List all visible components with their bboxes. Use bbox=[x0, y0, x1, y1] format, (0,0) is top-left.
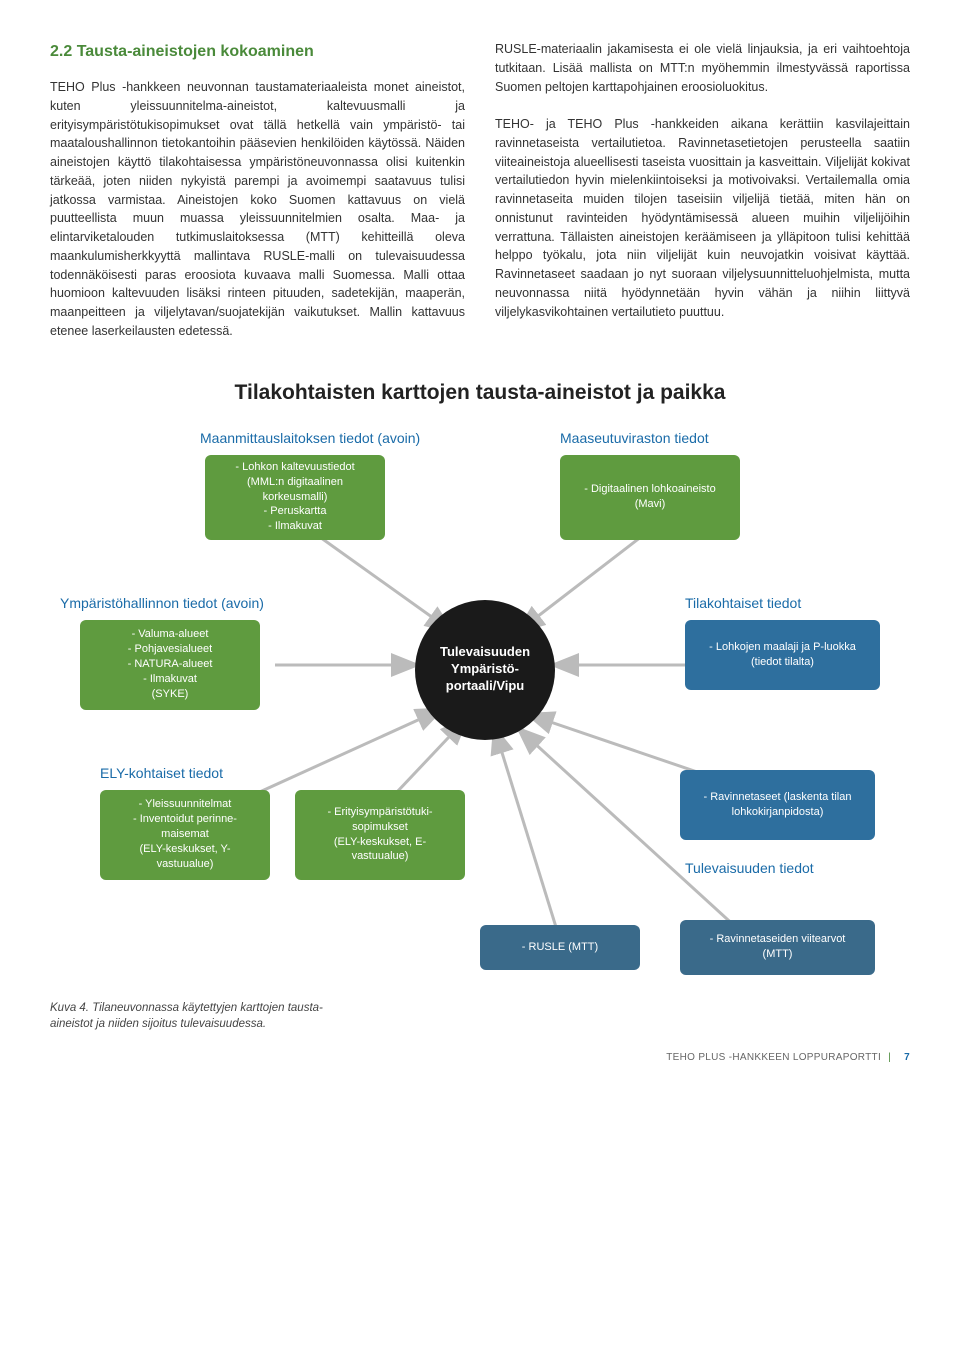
bottom-row: Kuva 4. Tilaneuvonnassa käytettyjen kart… bbox=[50, 1000, 910, 1032]
box-ymp: - Valuma-alueet - Pohjavesialueet - NATU… bbox=[80, 620, 260, 710]
box-ely1: - Yleissuunnitelmat - Inventoidut perinn… bbox=[100, 790, 270, 880]
diagram-container: Maanmittauslaitoksen tiedot (avoin) - Lo… bbox=[50, 430, 910, 990]
diagram-title: Tilakohtaisten karttojen tausta-aineisto… bbox=[50, 381, 910, 405]
footer-sep: | bbox=[888, 1052, 891, 1063]
label-tulev: Tulevaisuuden tiedot bbox=[685, 860, 814, 876]
left-paragraph: TEHO Plus -hankkeen neuvonnan taustamate… bbox=[50, 78, 465, 341]
box-mavi: - Digitaalinen lohkoaineisto (Mavi) bbox=[560, 455, 740, 540]
box-ely2: - Erityisympäristötuki-sopimukset (ELY-k… bbox=[295, 790, 465, 880]
right-column: RUSLE-materiaalin jakamisesta ei ole vie… bbox=[495, 40, 910, 341]
box-rusle: - RUSLE (MTT) bbox=[480, 925, 640, 970]
label-tila: Tilakohtaiset tiedot bbox=[685, 595, 801, 611]
box-tila: - Lohkojen maalaji ja P-luokka (tiedot t… bbox=[685, 620, 880, 690]
label-ely: ELY-kohtaiset tiedot bbox=[100, 765, 223, 781]
page-footer: TEHO PLUS -HANKKEEN LOPPURAPORTTI | 7 bbox=[50, 1052, 910, 1063]
left-column: 2.2 Tausta-aineistojen kokoaminen TEHO P… bbox=[50, 40, 465, 341]
box-ravt: - Ravinnetaseet (laskenta tilan lohkokir… bbox=[680, 770, 875, 840]
footer-text: TEHO PLUS -HANKKEEN LOPPURAPORTTI bbox=[666, 1052, 881, 1063]
right-paragraph: RUSLE-materiaalin jakamisesta ei ole vie… bbox=[495, 40, 910, 321]
box-viite: - Ravinnetaseiden viitearvot (MTT) bbox=[680, 920, 875, 975]
center-circle: Tulevaisuuden Ympäristö-portaali/Vipu bbox=[415, 600, 555, 740]
figure-caption: Kuva 4. Tilaneuvonnassa käytettyjen kart… bbox=[50, 1000, 330, 1032]
label-mml: Maanmittauslaitoksen tiedot (avoin) bbox=[200, 430, 420, 446]
label-mavi: Maaseutuviraston tiedot bbox=[560, 430, 709, 446]
box-mml: - Lohkon kaltevuustiedot (MML:n digitaal… bbox=[205, 455, 385, 540]
page-number: 7 bbox=[904, 1052, 910, 1063]
label-ymp: Ympäristöhallinnon tiedot (avoin) bbox=[60, 595, 264, 611]
section-heading: 2.2 Tausta-aineistojen kokoaminen bbox=[50, 40, 465, 64]
text-columns: 2.2 Tausta-aineistojen kokoaminen TEHO P… bbox=[50, 40, 910, 341]
